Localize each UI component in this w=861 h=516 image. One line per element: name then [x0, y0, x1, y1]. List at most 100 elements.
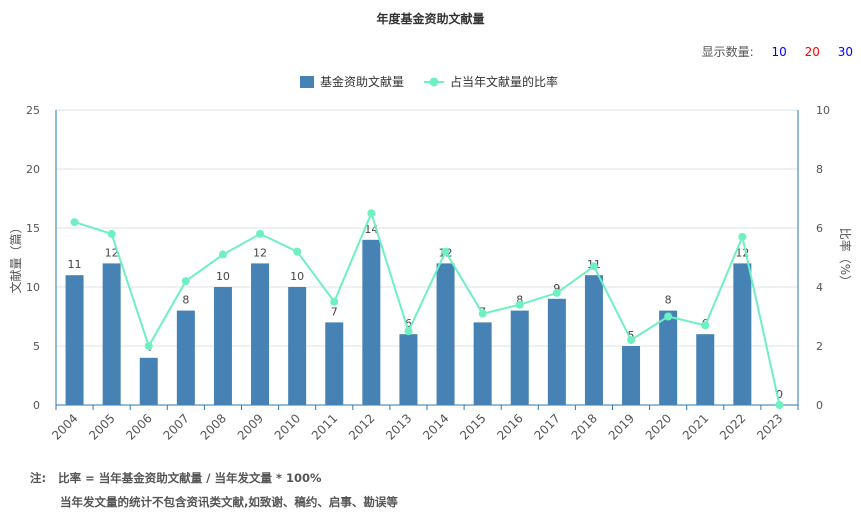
y-tick-label: 15: [26, 222, 40, 235]
x-tick-label: 2023: [754, 411, 785, 442]
bar: [622, 346, 641, 405]
y2-tick-label: 0: [816, 399, 823, 412]
legend-bar-swatch: [300, 76, 314, 88]
bar: [362, 239, 381, 405]
ratio-point: [218, 250, 227, 259]
bar-data-label: 7: [331, 305, 338, 318]
x-tick-label: 2018: [569, 411, 600, 442]
ratio-point: [589, 262, 598, 271]
x-tick-label: 2017: [531, 411, 562, 442]
note-line-2: 当年发文量的统计不包含资讯类文献,如致谢、稿约、启事、勘误等: [60, 495, 398, 509]
bar: [176, 310, 195, 405]
y2-tick-label: 6: [816, 222, 823, 235]
x-tick-label: 2013: [383, 411, 414, 442]
y2-tick-label: 10: [816, 104, 830, 117]
bar: [325, 322, 344, 405]
y-tick-label: 5: [33, 340, 40, 353]
display-count-option-30[interactable]: 30: [837, 45, 853, 59]
bar-data-label: 8: [516, 294, 523, 307]
display-count-selector: 显示数量: 10 20 30: [702, 43, 853, 60]
y2-tick-label: 8: [816, 163, 823, 176]
legend-line-marker: [429, 77, 439, 87]
ratio-point: [701, 321, 710, 330]
y-tick-label: 25: [26, 104, 40, 117]
bar-data-label: 5: [628, 329, 635, 342]
x-tick-label: 2022: [717, 411, 748, 442]
x-tick-label: 2020: [643, 411, 674, 442]
x-tick-label: 2016: [494, 411, 525, 442]
bar-data-label: 12: [253, 246, 267, 259]
bar: [436, 263, 455, 405]
bar-data-label: 10: [290, 270, 304, 283]
x-tick-label: 2019: [606, 411, 637, 442]
display-count-label: 显示数量:: [701, 45, 754, 59]
bar-data-label: 12: [105, 246, 119, 259]
bar: [251, 263, 270, 405]
ratio-point: [738, 232, 747, 241]
ratio-point: [70, 218, 79, 227]
x-tick-label: 2004: [49, 411, 80, 442]
ratio-point: [627, 336, 636, 345]
x-tick-label: 2010: [272, 411, 303, 442]
y-axis-title: 文献量（篇）: [8, 221, 23, 293]
y2-tick-label: 2: [816, 340, 823, 353]
ratio-point: [775, 401, 784, 409]
note-line-1: 比率 = 当年基金资助文献量 / 当年发文量 * 100%: [58, 471, 322, 485]
legend-line-label: 占当年文献量的比率: [450, 74, 558, 89]
bar: [733, 263, 752, 405]
note-prefix: 注:: [30, 471, 47, 485]
ratio-point: [552, 288, 561, 297]
bar-data-label: 11: [68, 258, 82, 271]
x-tick-label: 2012: [346, 411, 377, 442]
ratio-point: [441, 247, 450, 256]
y-tick-label: 10: [26, 281, 40, 294]
x-tick-label: 2021: [680, 411, 711, 442]
bar: [510, 310, 529, 405]
bar: [696, 334, 715, 405]
ratio-point: [664, 312, 673, 321]
ratio-point: [293, 247, 302, 256]
bar: [139, 357, 158, 405]
bar: [584, 275, 603, 405]
bar: [659, 310, 678, 405]
x-tick-label: 2005: [86, 411, 117, 442]
y2-tick-label: 4: [816, 281, 823, 294]
bar-data-label: 9: [553, 282, 560, 295]
bar: [288, 287, 307, 405]
ratio-line: [74, 210, 781, 406]
y2-axis-title: 比率（%）: [838, 228, 853, 287]
bar: [102, 263, 121, 405]
x-tick-label: 2009: [235, 411, 266, 442]
ratio-point: [404, 327, 413, 336]
x-tick-label: 2014: [420, 411, 451, 442]
ratio-point: [181, 277, 190, 286]
x-tick-label: 2011: [309, 411, 340, 442]
ratio-point: [256, 229, 265, 238]
ratio-point: [144, 342, 153, 350]
chart-title: 年度基金资助文献量: [376, 12, 485, 26]
bar: [399, 334, 418, 405]
legend-bar-label: 基金资助文献量: [320, 74, 404, 89]
y-tick-label: 20: [26, 163, 40, 176]
bar-data-label: 8: [665, 294, 672, 307]
ratio-point: [478, 309, 487, 318]
bar-data-label: 10: [216, 270, 230, 283]
bar-data-label: 6: [405, 317, 412, 330]
display-count-option-10[interactable]: 10: [771, 45, 787, 59]
x-tick-label: 2006: [123, 411, 154, 442]
y-tick-label: 0: [33, 399, 40, 412]
display-count-option-20[interactable]: 20: [804, 45, 820, 59]
ratio-point: [330, 297, 339, 306]
bar: [547, 298, 566, 405]
x-tick-label: 2015: [457, 411, 488, 442]
ratio-point: [367, 209, 376, 218]
bar-data-label: 8: [182, 294, 189, 307]
bar: [213, 287, 232, 405]
chart-notes: 注: 比率 = 当年基金资助文献量 / 当年发文量 * 100% 当年发文量的统…: [30, 466, 398, 514]
bar-data-label: 0: [776, 388, 783, 401]
x-tick-label: 2007: [160, 411, 191, 442]
ratio-point: [515, 300, 524, 309]
x-tick-label: 2008: [198, 411, 229, 442]
bar: [473, 322, 492, 405]
